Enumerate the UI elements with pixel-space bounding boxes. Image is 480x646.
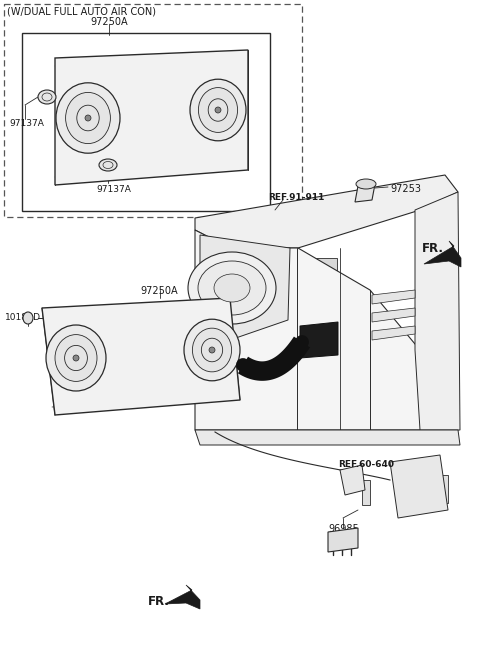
Polygon shape: [42, 298, 240, 415]
Ellipse shape: [356, 179, 376, 189]
Text: 97250A: 97250A: [90, 17, 128, 27]
Bar: [175, 311, 188, 319]
Text: 97137A: 97137A: [96, 185, 131, 194]
Ellipse shape: [198, 261, 266, 315]
Bar: [127, 348, 143, 358]
Ellipse shape: [99, 159, 117, 171]
Polygon shape: [390, 455, 448, 518]
Bar: [196, 337, 210, 345]
Bar: [147, 348, 163, 358]
Bar: [362, 480, 370, 505]
Polygon shape: [300, 322, 338, 358]
Ellipse shape: [184, 319, 240, 380]
Bar: [147, 116, 160, 125]
Polygon shape: [200, 235, 290, 340]
Bar: [107, 334, 123, 344]
Bar: [196, 325, 210, 333]
Bar: [200, 102, 216, 110]
Polygon shape: [195, 175, 458, 248]
Text: 96985: 96985: [328, 524, 359, 534]
Polygon shape: [195, 430, 460, 445]
Bar: [167, 362, 183, 372]
Bar: [302, 362, 336, 372]
Ellipse shape: [214, 274, 250, 302]
Text: 97137A: 97137A: [9, 119, 44, 128]
Ellipse shape: [198, 88, 238, 132]
Bar: [107, 362, 123, 372]
Text: (W/DUAL FULL AUTO AIR CON): (W/DUAL FULL AUTO AIR CON): [7, 6, 156, 16]
Bar: [302, 390, 336, 400]
Ellipse shape: [56, 83, 120, 153]
Ellipse shape: [85, 115, 91, 121]
Bar: [169, 128, 183, 138]
Bar: [107, 348, 123, 358]
Text: 1018AD: 1018AD: [5, 313, 41, 322]
Text: REF.91-911: REF.91-911: [268, 193, 324, 202]
Ellipse shape: [192, 328, 232, 372]
Polygon shape: [372, 326, 415, 340]
Bar: [105, 308, 195, 330]
Bar: [200, 114, 216, 122]
Bar: [160, 142, 172, 150]
Bar: [124, 311, 137, 319]
Bar: [302, 376, 336, 386]
Bar: [130, 116, 143, 125]
Bar: [115, 128, 129, 138]
Bar: [110, 67, 198, 112]
Ellipse shape: [215, 107, 221, 113]
Polygon shape: [372, 308, 415, 322]
Polygon shape: [165, 585, 200, 609]
Polygon shape: [55, 50, 248, 185]
Text: REF.60-640: REF.60-640: [338, 460, 394, 469]
Polygon shape: [372, 290, 415, 304]
Bar: [127, 334, 143, 344]
Text: FR.: FR.: [148, 595, 170, 608]
Ellipse shape: [188, 252, 276, 324]
Ellipse shape: [38, 90, 56, 104]
Ellipse shape: [66, 92, 110, 143]
Bar: [176, 142, 188, 150]
Bar: [144, 142, 156, 150]
Text: 97253: 97253: [390, 184, 421, 194]
Bar: [438, 475, 448, 503]
Bar: [133, 128, 147, 138]
Ellipse shape: [46, 325, 106, 391]
Bar: [4, 4, 302, 217]
Ellipse shape: [73, 355, 79, 361]
Bar: [107, 311, 120, 319]
Bar: [112, 142, 124, 150]
Bar: [128, 142, 140, 150]
Polygon shape: [195, 230, 458, 430]
Bar: [22, 33, 270, 211]
Bar: [196, 349, 210, 357]
Polygon shape: [328, 528, 358, 552]
Bar: [158, 311, 171, 319]
Bar: [147, 362, 163, 372]
Text: 97250A: 97250A: [140, 286, 178, 296]
Ellipse shape: [23, 312, 33, 324]
Bar: [127, 362, 143, 372]
Bar: [141, 311, 154, 319]
Ellipse shape: [55, 335, 97, 381]
Bar: [167, 334, 183, 344]
Bar: [167, 348, 183, 358]
Polygon shape: [424, 241, 461, 267]
Polygon shape: [355, 184, 375, 202]
Bar: [113, 116, 126, 125]
Bar: [200, 90, 216, 98]
Ellipse shape: [190, 79, 246, 141]
Bar: [299, 258, 337, 288]
Text: FR.: FR.: [422, 242, 444, 255]
Bar: [164, 116, 177, 125]
Polygon shape: [415, 192, 460, 430]
Bar: [151, 128, 165, 138]
Bar: [147, 334, 163, 344]
Bar: [181, 116, 194, 125]
Ellipse shape: [209, 347, 215, 353]
Polygon shape: [340, 465, 365, 495]
